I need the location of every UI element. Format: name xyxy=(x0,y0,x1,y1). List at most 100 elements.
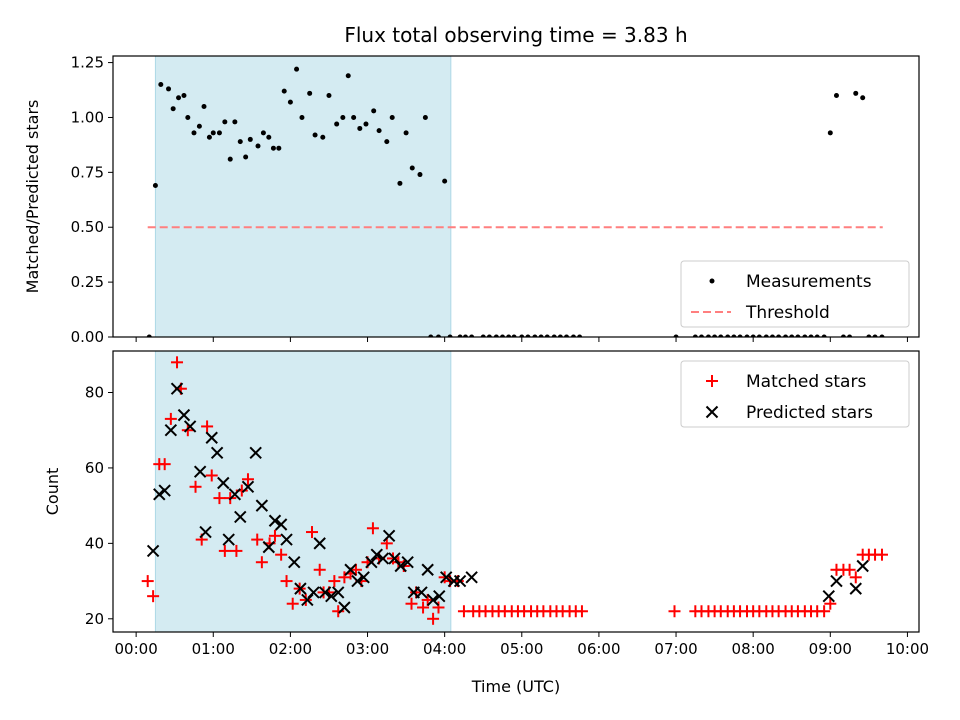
legend-box xyxy=(680,360,910,428)
predicted-star-marker xyxy=(370,548,383,561)
matched-star-marker xyxy=(427,612,440,625)
measurement-point xyxy=(299,114,305,120)
predicted-star-marker xyxy=(401,556,414,569)
matched-star-marker xyxy=(268,529,281,542)
y-tick-label: 0.50 xyxy=(71,218,104,236)
measurement-point xyxy=(776,334,782,337)
x-tick-label: 05:00 xyxy=(500,640,543,658)
matched-star-marker xyxy=(201,420,214,433)
matched-star-marker xyxy=(164,412,177,425)
measurement-point xyxy=(435,334,441,337)
predicted-star-marker xyxy=(382,529,396,543)
measurement-point xyxy=(462,334,468,337)
matched-star-marker xyxy=(181,424,194,437)
predicted-star-marker xyxy=(241,480,255,493)
y-axis-label: Matched/Predicted stars xyxy=(23,100,42,294)
measurement-point xyxy=(158,82,164,88)
predicted-star-marker xyxy=(210,446,224,460)
matched-star-marker xyxy=(251,533,264,546)
y-tick-label: 60 xyxy=(85,459,104,477)
legend-marker xyxy=(705,405,719,419)
predicted-star-marker xyxy=(205,431,218,444)
matched-star-marker xyxy=(849,571,862,584)
matched-star-marker xyxy=(366,522,379,535)
legend-label: Threshold xyxy=(745,303,830,323)
measurement-point xyxy=(718,334,724,337)
plot-area xyxy=(146,66,885,337)
measurement-point xyxy=(376,128,382,134)
predicted-star-marker xyxy=(222,533,235,546)
matched-star-marker xyxy=(218,544,231,557)
measurement-point xyxy=(340,114,346,120)
y-tick-label: 0.75 xyxy=(71,163,104,181)
matched-star-marker xyxy=(158,458,171,471)
chart-title: Flux total observing time = 3.83 h xyxy=(344,23,687,47)
measurement-point xyxy=(705,334,711,337)
measurement-point xyxy=(210,130,216,136)
y-axis-label: Count xyxy=(43,468,62,516)
measurement-point xyxy=(260,130,266,136)
predicted-star-marker xyxy=(146,544,160,558)
measurement-point xyxy=(422,114,428,120)
measurement-point xyxy=(519,334,525,337)
measurement-point xyxy=(525,334,531,337)
predicted-star-marker xyxy=(338,601,351,614)
measurement-point xyxy=(307,90,313,96)
measurement-point xyxy=(442,178,448,184)
measurement-point xyxy=(564,334,570,337)
predicted-star-marker xyxy=(439,571,453,584)
matched-star-marker xyxy=(332,605,345,618)
measurement-point xyxy=(737,334,743,337)
measurement-point xyxy=(146,334,152,337)
predicted-star-marker xyxy=(288,556,301,569)
measurement-point xyxy=(769,334,775,337)
measurement-point xyxy=(486,334,492,337)
measurement-point xyxy=(255,143,261,149)
measurement-point xyxy=(544,334,550,337)
y-tick-label: 0.00 xyxy=(71,328,104,346)
legend-label: Measurements xyxy=(746,272,872,292)
x-tick-label: 03:00 xyxy=(346,640,389,658)
measurement-point xyxy=(447,334,453,337)
predicted-star-marker xyxy=(856,559,869,573)
matched-star-marker xyxy=(230,544,243,557)
x-tick-label: 08:00 xyxy=(732,640,775,658)
measurement-point xyxy=(247,136,253,142)
legend-box xyxy=(680,260,910,328)
measurement-point xyxy=(570,334,576,337)
legend-marker xyxy=(709,278,715,284)
measurement-point xyxy=(827,130,833,136)
matched-star-marker xyxy=(241,473,254,486)
predicted-star-marker xyxy=(274,518,288,531)
measurement-point xyxy=(334,121,340,127)
matched-star-marker xyxy=(328,575,341,588)
measurement-point xyxy=(840,334,846,337)
measurement-point xyxy=(363,121,369,127)
legend-label: Predicted stars xyxy=(746,403,873,423)
matched-star-marker xyxy=(338,571,351,584)
measurement-point xyxy=(469,334,475,337)
measurement-point xyxy=(357,125,363,131)
measurement-point xyxy=(500,334,506,337)
measurement-point xyxy=(756,334,762,337)
measurement-point xyxy=(673,334,679,337)
predicted-star-marker xyxy=(351,574,364,588)
legend-entry: Threshold xyxy=(691,303,830,323)
predicted-star-marker xyxy=(262,540,276,554)
measurement-point xyxy=(551,334,557,337)
predicted-star-marker xyxy=(307,586,320,599)
measurement-point xyxy=(176,95,182,101)
predicted-star-marker xyxy=(344,563,357,576)
predicted-star-marker xyxy=(376,552,390,565)
y-tick-label: 1.00 xyxy=(71,108,104,126)
measurement-point xyxy=(312,132,318,138)
predicted-star-marker xyxy=(280,533,293,546)
matched-star-marker xyxy=(305,526,318,539)
matched-star-marker xyxy=(668,605,681,618)
predicted-star-marker xyxy=(228,488,242,501)
measurement-point xyxy=(276,145,282,151)
series-measurements xyxy=(146,66,885,337)
measurement-point xyxy=(833,93,839,99)
predicted-star-marker xyxy=(158,484,171,497)
